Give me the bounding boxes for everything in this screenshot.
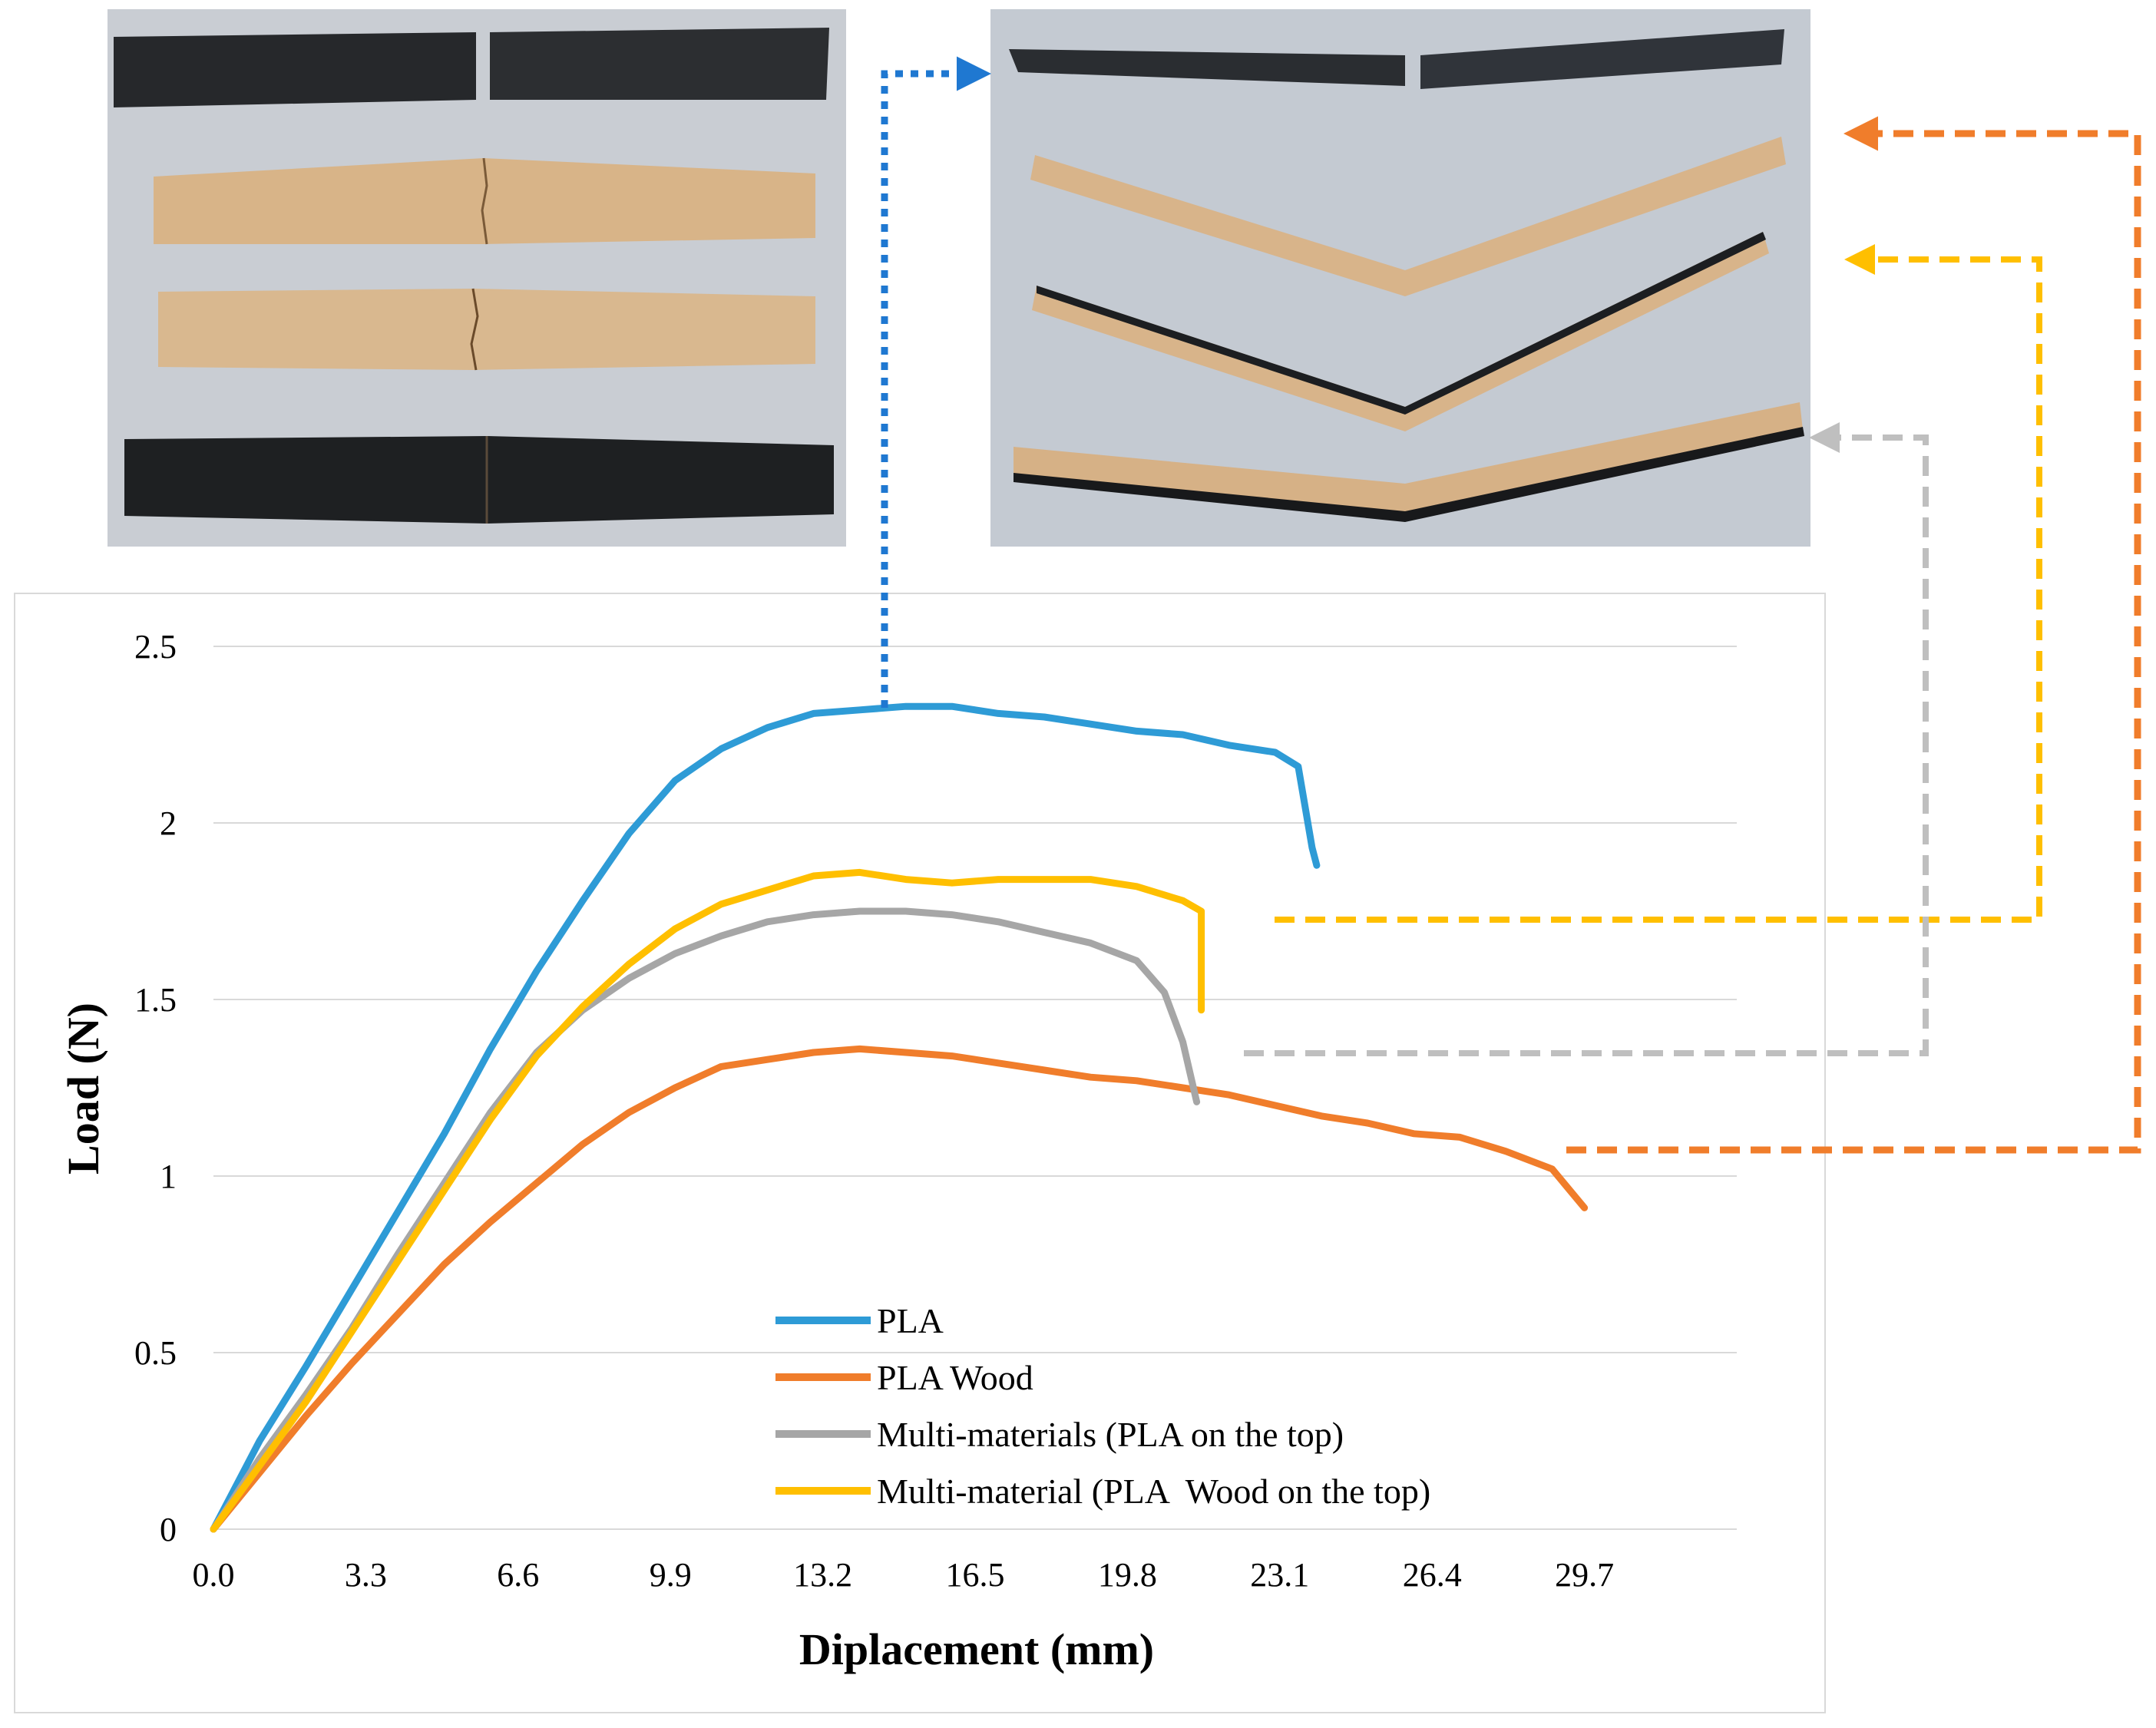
y-tick-label: 1.5 — [134, 981, 177, 1019]
series-line-1 — [210, 1045, 1589, 1533]
x-tick-label: 23.1 — [1250, 1556, 1309, 1594]
y-axis-title: Load (N) — [58, 1003, 108, 1175]
tick-labels: 0 0.5 1 1.5 2 2.5 0.0 3.3 6.6 9.9 13.2 16.5 19.8 23.1… — [134, 628, 1614, 1594]
legend-label-1: PLA Wood — [877, 1358, 1033, 1397]
legend-label-3: Multi-material (PLA Wood on the top) — [877, 1472, 1430, 1511]
y-tick-label: 1 — [160, 1158, 177, 1195]
legend: PLA PLA Wood Multi-materials (PLA on the t… — [775, 1301, 1430, 1511]
x-tick-label: 19.8 — [1098, 1556, 1157, 1594]
connector-pla-wood — [1566, 116, 2141, 1154]
grid-lines — [213, 646, 1737, 1530]
x-tick-label: 9.9 — [650, 1556, 692, 1594]
x-tick-label: 29.7 — [1555, 1556, 1614, 1594]
series-line-3 — [210, 868, 1205, 1533]
x-tick-label: 13.2 — [793, 1556, 852, 1594]
y-tick-label: 2 — [160, 805, 177, 842]
y-tick-label: 0 — [160, 1511, 177, 1548]
series-lines — [210, 702, 1589, 1533]
series-line-0 — [210, 702, 1321, 1533]
y-tick-label: 0.5 — [134, 1334, 177, 1372]
x-tick-label: 26.4 — [1403, 1556, 1462, 1594]
legend-label-2: Multi-materials (PLA on the top) — [877, 1415, 1344, 1454]
series-line-2 — [210, 907, 1201, 1533]
photo-fractured-specimens — [107, 9, 846, 547]
x-tick-label: 6.6 — [497, 1556, 539, 1594]
connector-pla — [881, 56, 991, 708]
y-tick-label: 2.5 — [134, 628, 177, 666]
connector-pla-top — [1244, 422, 1929, 1056]
x-tick-label: 0.0 — [193, 1556, 235, 1594]
x-axis-title: Diplacement (mm) — [799, 1624, 1154, 1674]
legend-label-0: PLA — [877, 1301, 944, 1340]
connector-pla-wood-top — [1275, 244, 2042, 923]
photo-bent-specimens — [990, 9, 1810, 547]
x-tick-label: 3.3 — [345, 1556, 387, 1594]
x-tick-label: 16.5 — [946, 1556, 1005, 1594]
